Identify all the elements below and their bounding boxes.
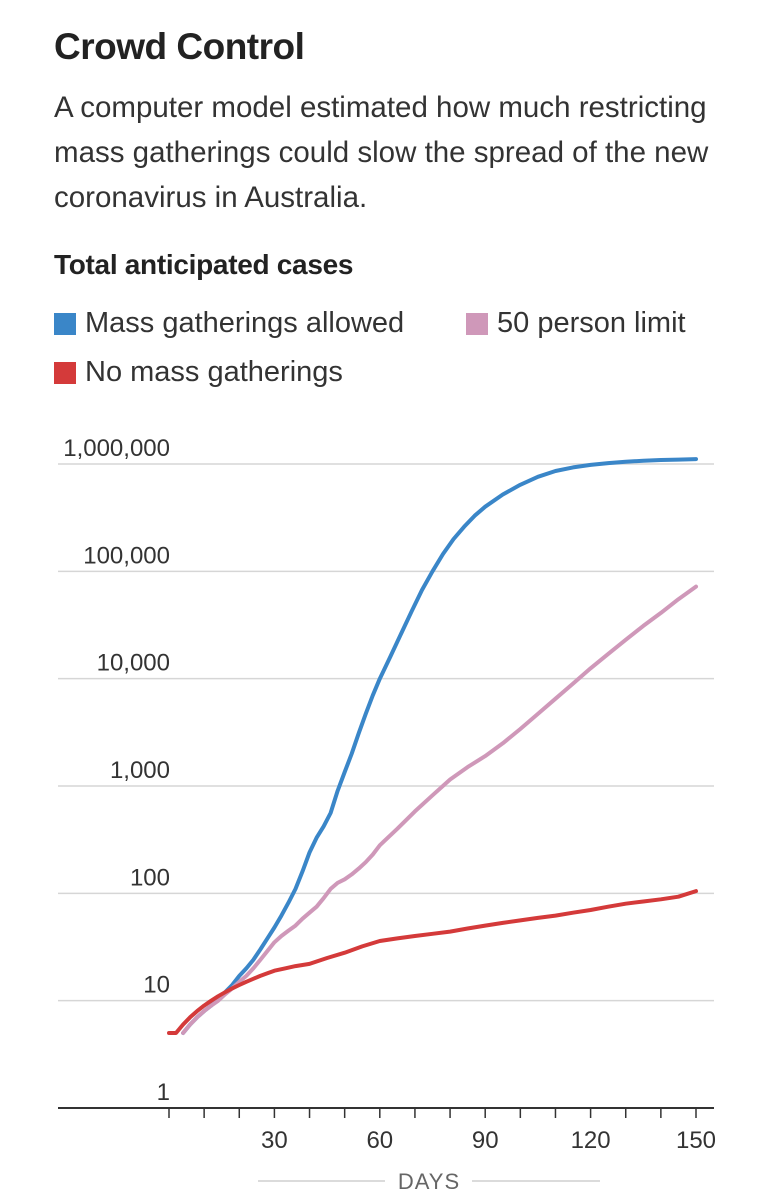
x-tick-label: 120 [571,1127,611,1154]
legend-item-mass-gatherings: Mass gatherings allowed [54,307,404,340]
legend-label-50-person-limit: 50 person limit [497,307,686,339]
legend-label-no-mass-gatherings: No mass gatherings [85,356,343,388]
y-tick-label: 100 [130,864,170,891]
legend-label-mass-gatherings: Mass gatherings allowed [85,307,405,339]
chart-title: Crowd Control [54,26,305,67]
chart-heading: Total anticipated cases [54,249,354,280]
legend-swatch-mass-gatherings [54,312,76,335]
y-tick-label: 10 [143,972,170,999]
y-tick-label: 100,000 [83,542,170,569]
y-tick-label: 1,000,000 [63,435,170,462]
x-tick-label: 30 [261,1127,288,1154]
series-line-mass-gatherings [181,457,698,1035]
legend-swatch-50-person-limit [466,312,488,335]
chart-subtitle: A computer model estimated how much rest… [54,91,709,214]
legend-item-no-mass-gatherings: No mass gatherings [54,356,343,389]
x-tick-label: 90 [472,1127,499,1154]
legend-swatch-no-mass-gatherings [54,361,76,384]
series-line-no-mass-gatherings [167,889,698,1035]
x-tick-label: 60 [366,1127,393,1154]
legend-item-50-person-limit: 50 person limit [466,307,686,340]
x-tick-label: 150 [676,1127,716,1154]
y-tick-label: 1 [157,1079,170,1106]
series-line-50-person-limit [181,584,698,1035]
y-tick-label: 1,000 [110,757,170,784]
x-axis-title: DAYS [398,1169,460,1194]
y-tick-label: 10,000 [97,650,170,677]
